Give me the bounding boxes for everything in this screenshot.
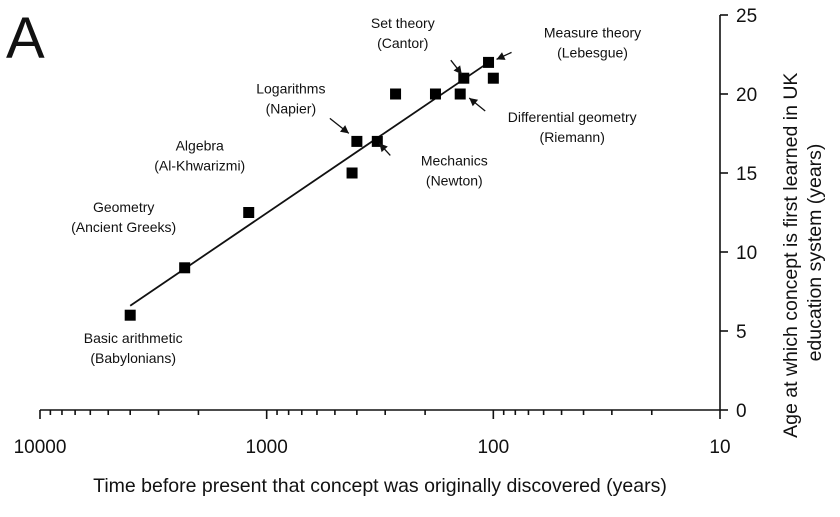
annotation-label: Geometry (Ancient Greeks) xyxy=(71,199,176,235)
y-axis-ticks: 0 5 10 15 20 25 xyxy=(720,6,757,422)
annotation-label-line: (Lebesgue) xyxy=(557,44,628,60)
y-axis-title: Age at which concept is first learned in… xyxy=(780,67,826,438)
data-point xyxy=(390,88,402,100)
data-point xyxy=(351,135,363,147)
data-point xyxy=(429,88,441,100)
x-axis-title: Time before present that concept was ori… xyxy=(93,475,667,497)
data-point xyxy=(179,262,191,274)
annotation-label-line: Algebra xyxy=(176,138,224,154)
annotation-label: Basic arithmetic (Babylonians) xyxy=(84,330,183,366)
annotation-arrowhead xyxy=(379,143,388,153)
annotation-label: Mechanics (Newton) xyxy=(421,152,488,188)
panel-label: A xyxy=(6,6,45,71)
x-tick-label: 1000 xyxy=(246,437,288,458)
y-tick-label: 25 xyxy=(736,6,757,27)
y-tick-label: 10 xyxy=(736,243,757,264)
annotation-label-line: Basic arithmetic xyxy=(84,330,183,346)
y-axis-title-line-1: Age at which concept is first learned in… xyxy=(780,73,802,438)
data-point xyxy=(483,56,495,68)
annotation-label-line: (Al-Khwarizmi) xyxy=(154,158,245,174)
x-axis-ticks: 10000 1000 100 10 xyxy=(14,410,731,458)
annotation-arrowhead xyxy=(496,52,506,60)
x-tick-label: 10 xyxy=(709,437,730,458)
annotation-arrowhead xyxy=(453,65,462,75)
data-point xyxy=(458,72,470,84)
annotation-label-line: (Ancient Greeks) xyxy=(71,219,176,235)
annotation-label-line: Geometry xyxy=(93,199,154,215)
annotation-label-line: (Riemann) xyxy=(540,129,605,145)
y-tick-label: 5 xyxy=(736,322,747,343)
annotation-label-line: (Napier) xyxy=(266,100,317,116)
annotation-label-line: (Cantor) xyxy=(377,35,428,51)
annotation-label: Differential geometry (Riemann) xyxy=(508,109,637,145)
x-tick-label: 100 xyxy=(477,437,509,458)
annotation-label: Logarithms (Napier) xyxy=(256,80,325,116)
annotation-label-line: (Babylonians) xyxy=(90,350,176,366)
x-tick-label: 10000 xyxy=(14,437,67,458)
y-tick-label: 0 xyxy=(736,401,747,422)
annotation-label: Set theory (Cantor) xyxy=(371,15,435,51)
data-point xyxy=(346,167,358,179)
data-point xyxy=(454,88,466,100)
y-tick-label: 15 xyxy=(736,164,757,185)
annotation-label-line: Measure theory xyxy=(544,24,641,40)
annotations: Basic arithmetic (Babylonians) Geometry (An… xyxy=(71,15,641,366)
annotation-label-line: Differential geometry xyxy=(508,109,637,125)
data-point xyxy=(124,309,136,321)
annotation-label-line: Mechanics xyxy=(421,152,488,168)
data-point xyxy=(371,135,383,147)
annotation-label-line: Set theory xyxy=(371,15,435,31)
data-point xyxy=(487,72,499,84)
annotation-arrowhead xyxy=(339,125,349,134)
annotation-label: Measure theory (Lebesgue) xyxy=(544,24,641,60)
y-tick-label: 20 xyxy=(736,85,757,106)
annotation-arrowhead xyxy=(469,98,479,107)
annotation-label-line: (Newton) xyxy=(426,172,483,188)
plot-area: 10000 1000 100 10 0 5 10 15 20 25 Basic arithmet… xyxy=(14,6,826,497)
data-point xyxy=(243,207,255,218)
annotation-label-line: Logarithms xyxy=(256,80,325,96)
annotation-label: Algebra (Al-Khwarizmi) xyxy=(154,138,245,174)
data-points xyxy=(124,56,499,321)
y-axis-title-line-2: education system (years) xyxy=(804,144,826,362)
